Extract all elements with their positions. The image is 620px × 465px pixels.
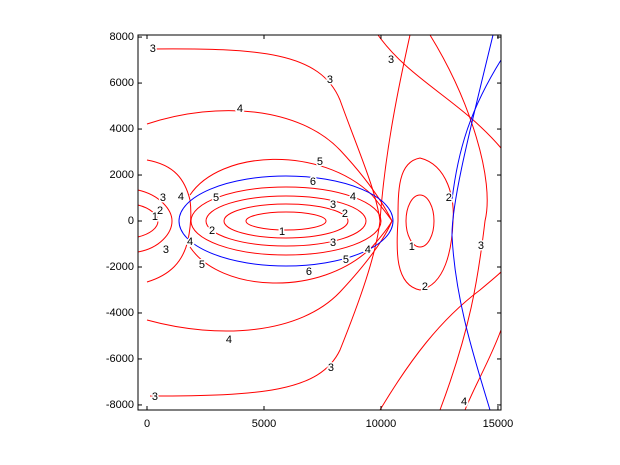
y-tick-label: -4000	[106, 307, 134, 319]
boundary-line	[451, 59, 502, 201]
contour-label: 3	[328, 362, 334, 374]
contour-label: 5	[213, 192, 219, 204]
contour-label: 3	[330, 199, 336, 211]
x-tick-label: 10000	[366, 418, 397, 430]
contour-label: 1	[409, 241, 415, 253]
y-tick-label: -8000	[106, 399, 134, 411]
y-tick-label: -2000	[106, 261, 134, 273]
y-tick-label: 2000	[110, 169, 134, 181]
boundary-ellipse	[178, 175, 394, 267]
contour-label: 2	[422, 281, 428, 293]
contour-label: 4	[237, 103, 243, 115]
contour-line	[405, 194, 435, 248]
contour-line	[146, 159, 192, 283]
contour-label: 4	[187, 236, 193, 248]
contour-label: 5	[317, 156, 323, 168]
contour-line	[379, 271, 502, 411]
contour-label: 2	[446, 192, 452, 204]
y-tick-label: 6000	[110, 77, 134, 89]
contour-label: 2	[157, 205, 163, 217]
contour-line	[146, 110, 393, 332]
contour-label: 3	[327, 74, 333, 86]
y-tick-label: 0	[128, 215, 134, 227]
contour-label: 3	[478, 240, 484, 252]
contour-line	[223, 203, 349, 239]
y-tick-label: 4000	[110, 123, 134, 135]
contour-label: 3	[160, 192, 166, 204]
contour-label: 3	[388, 54, 394, 66]
contour-line	[137, 189, 173, 253]
contour-line	[149, 48, 381, 397]
contour-line	[189, 158, 393, 284]
contour-line	[245, 211, 327, 231]
contour-line	[379, 34, 411, 222]
boundary-lines	[178, 34, 502, 411]
contour-label: 6	[310, 176, 316, 188]
x-tick-label: 5000	[252, 418, 276, 430]
y-tick-label: 8000	[110, 31, 134, 43]
contour-label: 5	[343, 254, 349, 266]
contour-label: 3	[330, 237, 336, 249]
plot-frame	[137, 34, 502, 411]
boundary-line	[451, 34, 494, 411]
contour-label: 5	[199, 259, 205, 271]
contour-label: 2	[342, 208, 348, 220]
x-tick-label: 0	[144, 418, 150, 430]
contour-line	[464, 329, 502, 411]
contour-lines	[137, 34, 502, 411]
y-tick-label: -6000	[106, 353, 134, 365]
contour-line	[137, 204, 159, 238]
contour-label: 6	[306, 266, 312, 278]
contour-label: 4	[226, 334, 232, 346]
contour-label: 3	[152, 391, 158, 403]
contour-label: 1	[279, 226, 285, 238]
contour-label: 3	[150, 43, 156, 55]
contour-line	[429, 34, 488, 411]
contour-line	[205, 195, 367, 247]
x-tick-label: 15000	[483, 418, 514, 430]
contour-line	[190, 186, 382, 256]
contour-label: 1	[152, 211, 158, 223]
contour-line	[396, 157, 454, 291]
contour-label: 2	[209, 225, 215, 237]
contour-label: 4	[178, 191, 184, 203]
contour-label: 4	[350, 191, 356, 203]
contour-line	[377, 34, 502, 149]
contour-label: 4	[461, 396, 467, 408]
contour-label: 3	[163, 244, 169, 256]
contour-label: 4	[365, 244, 371, 256]
